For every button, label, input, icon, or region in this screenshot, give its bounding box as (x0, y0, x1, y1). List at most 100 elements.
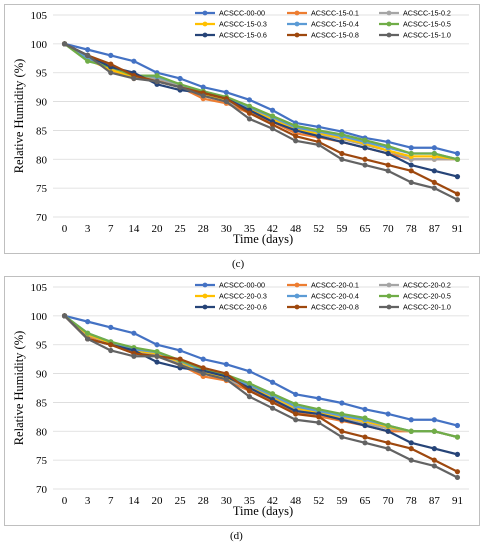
data-point (385, 422, 391, 429)
data-point (223, 376, 229, 382)
x-tick-label: 87 (429, 495, 441, 507)
data-point (293, 401, 299, 407)
data-point (131, 330, 137, 336)
data-point (316, 127, 322, 134)
data-point (293, 123, 299, 129)
legend-marker (386, 304, 392, 310)
panel-label-d: (d) (230, 530, 243, 542)
x-tick-label: 91 (452, 495, 463, 507)
x-tick-label: 14 (128, 223, 140, 235)
data-point (177, 356, 183, 362)
series-line (64, 42, 458, 178)
data-point (316, 414, 322, 420)
legend-marker (386, 10, 392, 16)
y-tick-label: 75 (36, 455, 48, 467)
data-point (108, 61, 114, 67)
series-line (63, 42, 458, 161)
data-point (385, 168, 391, 174)
x-tick-label: 35 (244, 223, 256, 235)
legend-item: ACSCC-15-0.3 (195, 20, 267, 29)
y-tick-label: 75 (36, 183, 48, 195)
x-tick-label: 0 (62, 223, 68, 235)
data-point (85, 336, 91, 342)
x-tick-label: 30 (221, 495, 233, 507)
series-ACSCC-15-0.8 (61, 41, 461, 197)
x-axis-title: Time (days) (233, 504, 293, 518)
legend-item: ACSCC-15-0.8 (287, 31, 359, 40)
data-point (339, 434, 345, 440)
data-point (223, 370, 229, 377)
legend-marker (386, 21, 392, 27)
data-point (246, 110, 253, 116)
x-tick-label: 25 (175, 223, 187, 235)
legend-label: ACSCC-20-1.0 (403, 303, 451, 312)
legend-item: ACSCC-15-1.0 (379, 31, 451, 40)
legend-marker (386, 282, 392, 288)
legend-label: ACSCC-15-0.3 (219, 20, 267, 29)
y-tick-label: 105 (31, 282, 48, 294)
y-tick-label: 70 (36, 484, 48, 496)
legend-marker (294, 304, 300, 310)
data-point (454, 434, 461, 440)
data-point (339, 150, 345, 157)
data-point (339, 131, 345, 138)
data-point (177, 84, 183, 90)
x-tick-label: 28 (198, 495, 210, 507)
data-point (177, 362, 183, 368)
legend-marker (294, 32, 300, 38)
legend-label: ACSCC-00-00 (219, 9, 265, 18)
legend: ACSCC-00-00 ACSCC-20-0.1 ACSCC-20-0.2 ACSCC… (195, 281, 451, 312)
data-point (385, 440, 391, 446)
data-point (339, 411, 345, 417)
data-point (362, 156, 368, 162)
data-point (431, 150, 437, 157)
data-point (362, 406, 368, 412)
series-line (63, 315, 458, 456)
data-point (385, 139, 391, 145)
y-tick-label: 85 (36, 397, 48, 409)
legend-label: ACSCC-20-0.8 (311, 303, 359, 312)
data-point (385, 411, 391, 417)
line-chart-d: 70 75 80 85 90 95 100 105 0 3 7 14 20 25 28 30 35 42 48 52 5… (12, 281, 469, 518)
data-point (131, 353, 137, 359)
data-point (200, 365, 206, 371)
data-point (362, 162, 368, 168)
data-point (431, 446, 437, 452)
legend-marker (386, 32, 392, 38)
legend-label: ACSCC-15-0.4 (311, 20, 359, 29)
line-chart-c: 70 75 80 85 90 95 100 105 0 3 7 14 20 25 28 30 35 42 48 52 5… (12, 9, 469, 246)
y-tick-label: 105 (31, 10, 48, 22)
legend-label: ACSCC-15-0.8 (311, 31, 359, 40)
series-line (64, 42, 458, 195)
y-tick-label: 95 (36, 340, 48, 352)
legend-label: ACSCC-20-0.6 (219, 303, 267, 312)
data-point (454, 474, 461, 481)
legend-item: ACSCC-20-0.6 (195, 303, 267, 312)
x-tick-label: 42 (267, 223, 278, 235)
data-point (431, 185, 437, 191)
data-point (246, 380, 253, 386)
data-point (246, 368, 253, 374)
data-point (454, 197, 461, 203)
x-tick-label: 52 (313, 223, 324, 235)
data-point (269, 399, 276, 406)
legend-item: ACSCC-00-00 (195, 281, 265, 290)
data-point (362, 434, 368, 440)
x-tick-label: 87 (429, 223, 441, 235)
data-point (431, 463, 437, 469)
x-tick-label: 3 (85, 223, 91, 235)
legend-label: ACSCC-20-0.4 (311, 292, 359, 301)
x-tick-label: 78 (406, 495, 418, 507)
data-point (431, 168, 437, 174)
x-tick-label: 20 (152, 223, 164, 235)
data-point (108, 70, 114, 76)
data-point (454, 174, 461, 180)
data-point (200, 84, 206, 90)
legend-marker (202, 282, 208, 288)
x-tick-label: 35 (244, 495, 256, 507)
data-point (269, 405, 276, 411)
data-point (408, 150, 414, 157)
data-point (293, 411, 299, 417)
legend-label: ACSCC-15-0.5 (403, 20, 451, 29)
x-tick-label: 48 (290, 223, 302, 235)
